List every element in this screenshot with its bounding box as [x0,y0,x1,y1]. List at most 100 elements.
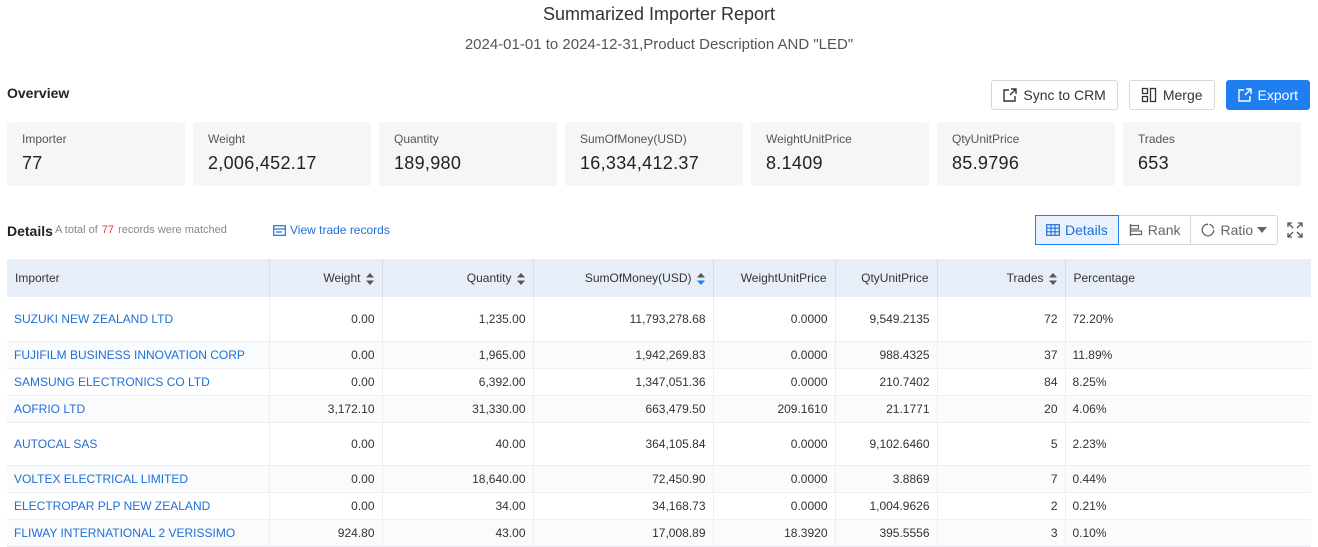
col-sum-of-money[interactable]: SumOfMoney(USD) [533,259,714,297]
quantity-cell: 31,330.00 [382,395,534,422]
col-percentage: Percentage [1065,259,1311,297]
weight-cell: 0.00 [269,465,383,492]
percentage-cell: 0.44% [1072,471,1107,486]
card-value: 189,980 [394,153,462,173]
merge-icon [1141,87,1156,103]
qty-unit-price-cell: 3.8869 [835,465,938,492]
sync-to-crm-button[interactable]: Sync to CRM [991,80,1118,110]
weight-unit-price-cell: 18.3920 [713,519,836,546]
caret-down-icon [1257,227,1268,233]
col-weight-unit-price-label: WeightUnitPrice [740,271,827,285]
weight-cell: 0.00 [269,341,383,368]
sum-of-money-cell: 663,479.50 [533,395,714,422]
export-button[interactable]: Export [1225,80,1310,110]
quantity-cell: 6,392.00 [382,368,534,395]
table-row: FLIWAY INTERNATIONAL 2 VERISSIMO 924.80 … [7,519,1311,546]
records-count: A total of 77 records were matched [55,224,227,236]
sum-of-money-cell: 34,168.73 [533,492,714,519]
rank-view-label: Rank [1147,222,1181,238]
card-value: 8.1409 [766,153,823,173]
percentage-cell: 0.10% [1072,525,1107,540]
quantity-cell: 43.00 [382,519,534,546]
action-buttons: Sync to CRM Merge Export [991,80,1310,110]
card-label: Trades [1138,132,1175,146]
trades-cell: 20 [937,395,1066,422]
table-row: AUTOCAL SAS 0.00 40.00 364,105.84 0.0000… [7,422,1311,465]
sum-of-money-cell: 72,450.90 [533,465,714,492]
table-row: VOLTEX ELECTRICAL LIMITED 0.00 18,640.00… [7,465,1311,492]
fullscreen-icon[interactable] [1287,222,1303,243]
importer-name-link[interactable]: AOFRIO LTD [7,395,270,422]
quantity-card: Quantity 189,980 [379,122,557,186]
qty-unit-price-card: QtyUnitPrice 85.9796 [937,122,1115,186]
importer-name-link[interactable]: FUJIFILM BUSINESS INNOVATION CORP [7,341,270,368]
sort-icon[interactable] [696,272,705,285]
col-trades[interactable]: Trades [937,259,1066,297]
weight-unit-price-cell: 0.0000 [713,492,836,519]
col-quantity[interactable]: Quantity [382,259,534,297]
view-trade-records-link[interactable]: View trade records [273,223,390,237]
col-qty-unit-price: QtyUnitPrice [835,259,938,297]
weight-unit-price-cell: 209.1610 [713,395,836,422]
col-importer-label: Importer [15,271,60,285]
sum-of-money-cell: 11,793,278.68 [533,297,714,341]
merge-button[interactable]: Merge [1128,80,1215,110]
sort-icon[interactable] [516,272,525,285]
weight-cell: 3,172.10 [269,395,383,422]
table-icon [1046,224,1060,236]
trades-cell: 37 [937,341,1066,368]
sort-icon[interactable] [1048,272,1057,285]
merge-label: Merge [1162,87,1203,103]
weight-unit-price-cell: 0.0000 [713,341,836,368]
card-label: WeightUnitPrice [766,132,852,146]
importer-name-link[interactable]: VOLTEX ELECTRICAL LIMITED [7,465,270,492]
quantity-cell: 1,965.00 [382,341,534,368]
overview-heading: Overview [7,85,70,101]
trades-cell: 84 [937,368,1066,395]
details-view-label: Details [1065,222,1108,238]
sum-of-money-cell: 364,105.84 [533,422,714,465]
col-importer: Importer [7,259,270,297]
importer-name-link[interactable]: AUTOCAL SAS [7,422,270,465]
sync-icon [1003,88,1018,102]
weight-card: Weight 2,006,452.17 [193,122,371,186]
card-value: 2,006,452.17 [208,153,317,173]
count-prefix: A total of [55,224,98,236]
col-quantity-label: Quantity [466,271,512,285]
count-number: 77 [101,224,115,236]
weight-cell: 0.00 [269,368,383,395]
sync-label: Sync to CRM [1023,87,1106,103]
importer-name-link[interactable]: FLIWAY INTERNATIONAL 2 VERISSIMO [7,519,270,546]
importer-name-link[interactable]: SUZUKI NEW ZEALAND LTD [7,297,270,341]
importer-name-link[interactable]: ELECTROPAR PLP NEW ZEALAND [7,492,270,519]
table-row: FUJIFILM BUSINESS INNOVATION CORP 0.00 1… [7,341,1311,368]
ratio-view-button[interactable]: Ratio [1191,216,1277,244]
trades-cell: 3 [937,519,1066,546]
importer-card: Importer 77 [7,122,185,186]
weight-unit-price-cell: 0.0000 [713,422,836,465]
ratio-icon [1202,223,1215,237]
sum-of-money-cell: 17,008.89 [533,519,714,546]
importer-name-link[interactable]: SAMSUNG ELECTRONICS CO LTD [7,368,270,395]
percentage-cell: 4.06% [1072,401,1107,416]
details-toolbar: Details A total of 77 records were matched… [7,215,1307,250]
sort-icon[interactable] [365,272,374,285]
card-label: QtyUnitPrice [952,132,1020,146]
card-value: 85.9796 [952,153,1020,173]
details-view-button[interactable]: Details [1035,215,1119,245]
card-label: Quantity [394,132,439,146]
percentage-cell: 0.21% [1072,498,1107,513]
card-value: 653 [1138,153,1169,173]
quantity-cell: 40.00 [382,422,534,465]
qty-unit-price-cell: 9,549.2135 [835,297,938,341]
percentage-cell: 2.23% [1072,436,1107,451]
col-weight[interactable]: Weight [269,259,383,297]
weight-unit-price-cell: 0.0000 [713,297,836,341]
trades-card: Trades 653 [1123,122,1301,186]
weight-unit-price-cell: 0.0000 [713,465,836,492]
importer-table: Importer Weight Quantity SumOfMoney(USD)… [7,259,1311,547]
trades-cell: 2 [937,492,1066,519]
sum-of-money-cell: 1,942,269.83 [533,341,714,368]
col-trades-label: Trades [1006,271,1044,285]
rank-view-button[interactable]: Rank [1119,216,1192,244]
